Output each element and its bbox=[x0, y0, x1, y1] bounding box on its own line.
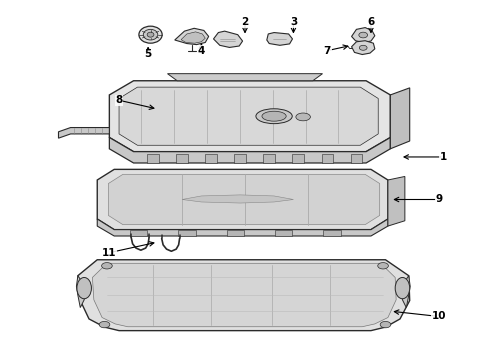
Ellipse shape bbox=[359, 32, 368, 38]
Polygon shape bbox=[147, 154, 159, 163]
Polygon shape bbox=[234, 154, 246, 163]
Polygon shape bbox=[214, 31, 243, 48]
Polygon shape bbox=[293, 154, 304, 163]
Polygon shape bbox=[205, 154, 217, 163]
Polygon shape bbox=[109, 138, 391, 163]
Ellipse shape bbox=[359, 45, 367, 50]
Text: 4: 4 bbox=[197, 46, 205, 56]
Polygon shape bbox=[323, 230, 341, 236]
Polygon shape bbox=[130, 230, 147, 236]
Polygon shape bbox=[351, 154, 362, 163]
Polygon shape bbox=[182, 195, 294, 203]
Text: 11: 11 bbox=[102, 248, 117, 258]
Polygon shape bbox=[267, 32, 293, 45]
Text: 3: 3 bbox=[290, 17, 297, 27]
Polygon shape bbox=[93, 263, 396, 327]
Polygon shape bbox=[168, 74, 322, 81]
Polygon shape bbox=[78, 260, 410, 330]
Polygon shape bbox=[58, 127, 109, 138]
Polygon shape bbox=[181, 32, 205, 43]
Ellipse shape bbox=[77, 278, 92, 299]
Ellipse shape bbox=[262, 111, 286, 121]
Polygon shape bbox=[178, 230, 196, 236]
Text: 9: 9 bbox=[435, 194, 442, 204]
Polygon shape bbox=[391, 88, 410, 149]
Polygon shape bbox=[352, 28, 375, 42]
Polygon shape bbox=[388, 176, 405, 226]
Polygon shape bbox=[109, 81, 391, 152]
Polygon shape bbox=[226, 230, 244, 236]
Polygon shape bbox=[175, 28, 209, 45]
Polygon shape bbox=[264, 154, 275, 163]
Text: 10: 10 bbox=[432, 311, 446, 321]
Polygon shape bbox=[119, 87, 378, 145]
Polygon shape bbox=[401, 276, 410, 307]
Polygon shape bbox=[176, 154, 188, 163]
Ellipse shape bbox=[147, 32, 154, 37]
Ellipse shape bbox=[378, 262, 389, 269]
Polygon shape bbox=[352, 41, 375, 54]
Polygon shape bbox=[76, 276, 85, 307]
Text: 7: 7 bbox=[324, 46, 331, 56]
Polygon shape bbox=[97, 169, 388, 230]
Polygon shape bbox=[108, 174, 380, 225]
Ellipse shape bbox=[296, 113, 310, 121]
Ellipse shape bbox=[101, 262, 112, 269]
Polygon shape bbox=[321, 154, 333, 163]
Ellipse shape bbox=[395, 278, 410, 299]
Text: 1: 1 bbox=[440, 152, 447, 162]
Ellipse shape bbox=[99, 321, 110, 328]
Text: 5: 5 bbox=[145, 49, 152, 59]
Ellipse shape bbox=[139, 26, 162, 43]
Text: 6: 6 bbox=[368, 17, 374, 27]
Polygon shape bbox=[275, 230, 293, 236]
Ellipse shape bbox=[143, 30, 158, 40]
Ellipse shape bbox=[380, 321, 391, 328]
Ellipse shape bbox=[256, 109, 292, 123]
Polygon shape bbox=[97, 219, 388, 236]
Text: 2: 2 bbox=[242, 17, 248, 27]
Text: 8: 8 bbox=[116, 95, 122, 105]
